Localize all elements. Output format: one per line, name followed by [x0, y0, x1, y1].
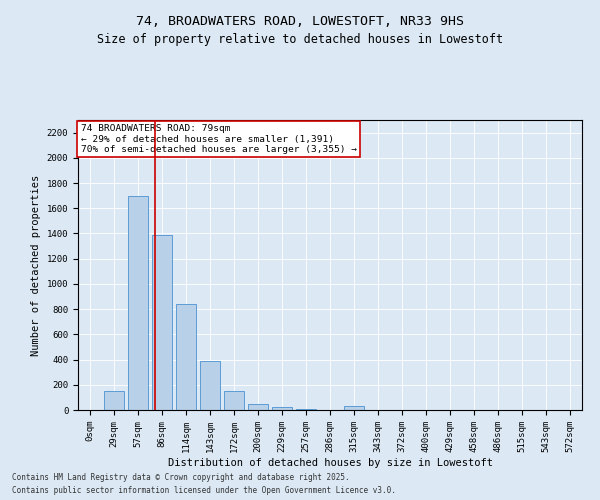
- Y-axis label: Number of detached properties: Number of detached properties: [31, 174, 41, 356]
- Bar: [344, 406, 364, 410]
- Bar: [128, 196, 148, 410]
- X-axis label: Distribution of detached houses by size in Lowestoft: Distribution of detached houses by size …: [167, 458, 493, 468]
- Text: 74, BROADWATERS ROAD, LOWESTOFT, NR33 9HS: 74, BROADWATERS ROAD, LOWESTOFT, NR33 9H…: [136, 15, 464, 28]
- Bar: [224, 391, 244, 410]
- Bar: [152, 234, 172, 410]
- Bar: [104, 391, 124, 410]
- Bar: [176, 304, 196, 410]
- Bar: [200, 361, 220, 410]
- Text: 74 BROADWATERS ROAD: 79sqm
← 29% of detached houses are smaller (1,391)
70% of s: 74 BROADWATERS ROAD: 79sqm ← 29% of deta…: [80, 124, 356, 154]
- Bar: [272, 407, 292, 410]
- Bar: [248, 404, 268, 410]
- Text: Contains public sector information licensed under the Open Government Licence v3: Contains public sector information licen…: [12, 486, 396, 495]
- Text: Contains HM Land Registry data © Crown copyright and database right 2025.: Contains HM Land Registry data © Crown c…: [12, 474, 350, 482]
- Text: Size of property relative to detached houses in Lowestoft: Size of property relative to detached ho…: [97, 32, 503, 46]
